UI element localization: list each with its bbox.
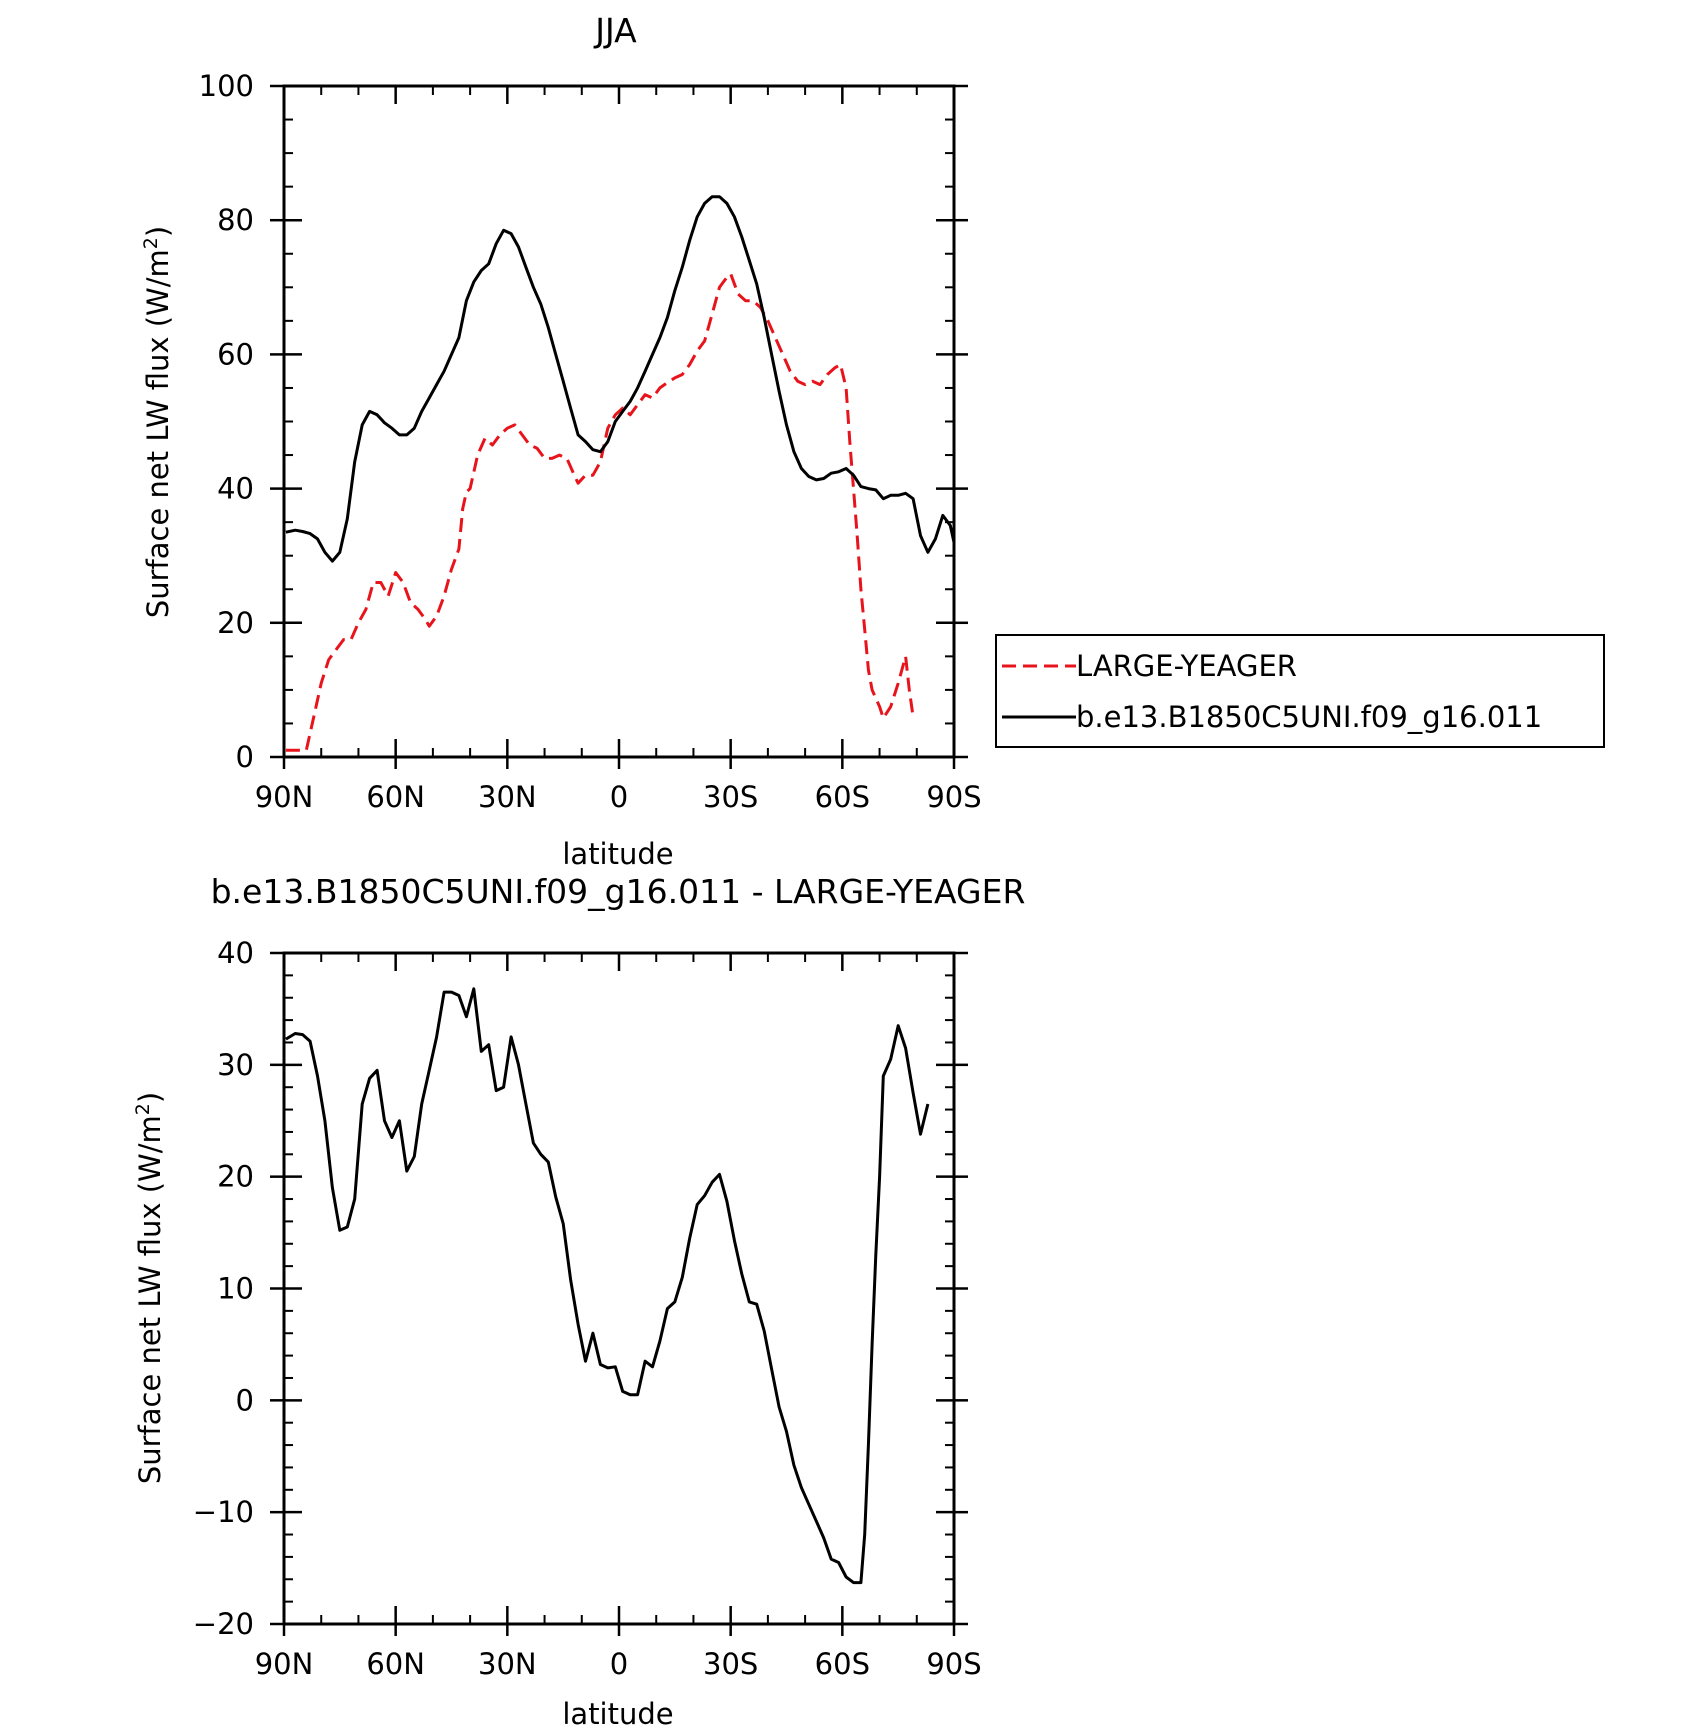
top-y-axis-label: Surface net LW flux (W/m2) xyxy=(140,226,175,618)
bottom-y-tick-label: −20 xyxy=(193,1607,254,1641)
bottom-y-axis-label-sup: 2 xyxy=(132,1103,154,1115)
bottom-x-tick-label: 90S xyxy=(926,1647,981,1681)
bottom-x-tick-labels: 90N 60N 30N 0 30S 60S 90S xyxy=(255,1647,982,1681)
bottom-title: b.e13.B1850C5UNI.f09_g16.011 - LARGE-YEA… xyxy=(211,872,1026,911)
bottom-x-tick-label: 90N xyxy=(255,1647,314,1681)
top-y-axis-label-main: Surface net LW flux (W/m xyxy=(141,249,175,618)
top-y-axis-label-sup: 2 xyxy=(140,237,162,249)
bottom-x-tick-label: 60N xyxy=(366,1647,425,1681)
bottom-y-tick-labels: −20 −10 0 10 20 30 40 xyxy=(193,936,254,1641)
bottom-y-tick-label: −10 xyxy=(193,1495,254,1529)
top-y-tick-label: 80 xyxy=(217,203,254,237)
top-x-tick-label: 90N xyxy=(255,780,314,814)
bottom-plot-area xyxy=(270,951,968,1636)
top-x-tick-label: 0 xyxy=(610,780,628,814)
top-y-axis-label-end: ) xyxy=(141,226,175,237)
bottom-y-tick-label: 20 xyxy=(217,1160,254,1194)
bottom-x-tick-label: 60S xyxy=(815,1647,870,1681)
top-x-tick-labels: 90N 60N 30N 0 30S 60S 90S xyxy=(255,780,982,814)
top-y-tick-labels: 0 20 40 60 80 100 xyxy=(199,69,254,774)
bottom-y-tick-label: 40 xyxy=(217,936,254,970)
top-series-line-0 xyxy=(285,272,915,752)
top-x-tick-label: 90S xyxy=(926,780,981,814)
bottom-x-axis-label: latitude xyxy=(562,1697,673,1730)
top-plot-area xyxy=(270,84,968,769)
top-title: JJA xyxy=(593,11,637,50)
top-y-tick-label: 60 xyxy=(217,337,254,371)
bottom-x-tick-label: 30N xyxy=(478,1647,537,1681)
top-ticks-layer xyxy=(270,84,968,769)
top-plot-frame xyxy=(282,84,956,759)
legend-box xyxy=(995,634,1605,748)
top-x-tick-label: 30N xyxy=(478,780,537,814)
top-x-tick-label: 60S xyxy=(815,780,870,814)
bottom-y-tick-label: 30 xyxy=(217,1048,254,1082)
bottom-y-axis-label: Surface net LW flux (W/m2) xyxy=(132,1092,167,1484)
bottom-y-axis-label-main: Surface net LW flux (W/m xyxy=(133,1115,167,1484)
top-panel: JJA 90N 60N 30N 0 30S 60S 90S 0 20 40 60 80 100 lat… xyxy=(140,11,1605,871)
top-series-line-1 xyxy=(285,195,956,563)
bottom-series-layer xyxy=(285,987,930,1585)
bottom-plot-frame xyxy=(282,951,956,1626)
top-x-tick-label: 30S xyxy=(703,780,758,814)
bottom-panel: b.e13.B1850C5UNI.f09_g16.011 - LARGE-YEA… xyxy=(132,872,1025,1730)
top-y-tick-label: 40 xyxy=(217,472,254,506)
bottom-series-line-0 xyxy=(285,987,930,1585)
top-y-tick-label: 100 xyxy=(199,69,254,103)
bottom-y-tick-label: 10 xyxy=(217,1272,254,1306)
bottom-y-tick-label: 0 xyxy=(236,1383,254,1417)
top-x-axis-label: latitude xyxy=(562,837,673,871)
bottom-x-tick-label: 0 xyxy=(610,1647,628,1681)
legend-label-b-e13: b.e13.B1850C5UNI.f09_g16.011 xyxy=(1076,700,1542,734)
top-y-tick-label: 20 xyxy=(217,606,254,640)
bottom-y-axis-label-end: ) xyxy=(133,1092,167,1103)
top-series-layer xyxy=(285,195,956,752)
legend: LARGE-YEAGER b.e13.B1850C5UNI.f09_g16.01… xyxy=(995,634,1605,748)
legend-label-large-yeager: LARGE-YEAGER xyxy=(1076,649,1297,683)
top-y-tick-label: 0 xyxy=(236,740,254,774)
top-x-tick-label: 60N xyxy=(366,780,425,814)
bottom-x-tick-label: 30S xyxy=(703,1647,758,1681)
